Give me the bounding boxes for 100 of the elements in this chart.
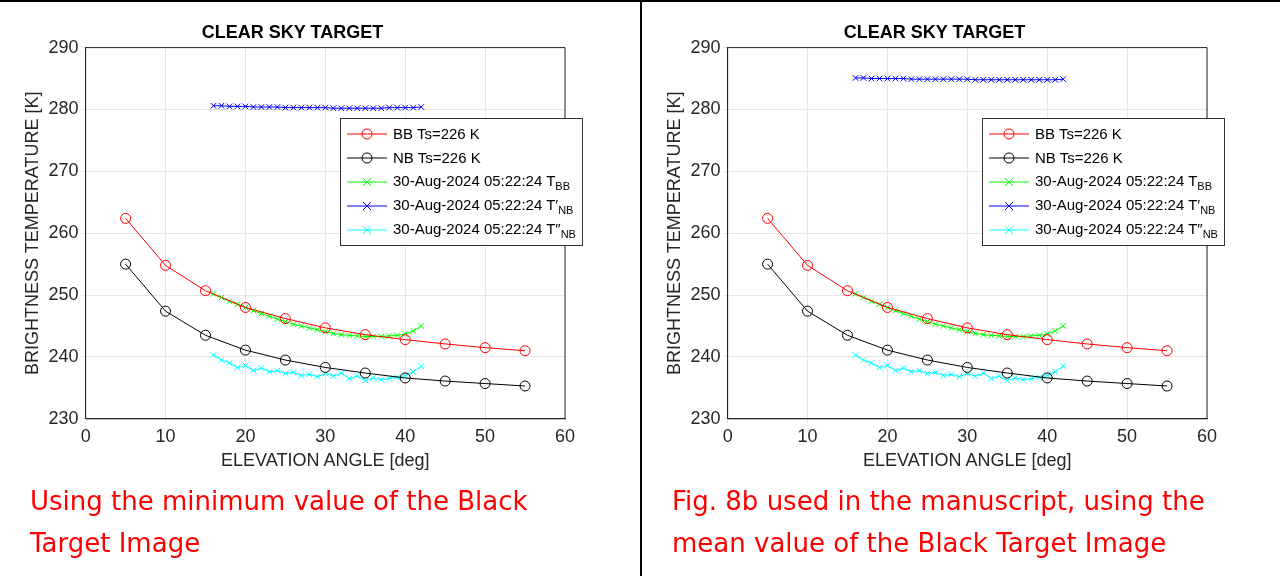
point bbox=[963, 328, 971, 335]
point bbox=[160, 305, 172, 317]
point bbox=[314, 373, 321, 381]
x-tick-label: 20 bbox=[235, 425, 256, 446]
y-tick-label: 250 bbox=[690, 284, 721, 305]
chart-title: CLEAR SKY TARGET bbox=[843, 21, 1026, 42]
point bbox=[258, 364, 265, 372]
point bbox=[266, 103, 273, 111]
x-tick-label: 60 bbox=[554, 425, 576, 446]
point bbox=[1003, 76, 1011, 84]
x-tick-label: 30 bbox=[315, 425, 336, 446]
point bbox=[921, 313, 933, 325]
point bbox=[359, 367, 371, 379]
point bbox=[258, 103, 265, 111]
point bbox=[956, 373, 963, 381]
point bbox=[916, 75, 923, 83]
point bbox=[940, 372, 947, 379]
y-tick-label: 230 bbox=[690, 407, 721, 428]
point bbox=[279, 354, 291, 366]
point bbox=[1051, 327, 1059, 335]
point bbox=[762, 258, 774, 270]
point bbox=[916, 315, 923, 323]
point bbox=[1003, 377, 1011, 384]
point bbox=[210, 351, 217, 359]
point bbox=[1019, 333, 1027, 340]
point bbox=[1001, 329, 1013, 341]
point bbox=[353, 332, 361, 340]
point bbox=[361, 377, 369, 384]
legend-label: 30-Aug-2024 05:22:24 T′$_{NB}$ bbox=[1035, 195, 1216, 216]
point bbox=[1035, 76, 1043, 84]
point bbox=[319, 322, 331, 334]
x-tick-label: 10 bbox=[797, 425, 818, 446]
point bbox=[274, 103, 281, 111]
point bbox=[377, 104, 385, 112]
y-tick-label: 270 bbox=[690, 160, 721, 181]
point bbox=[306, 370, 313, 378]
point bbox=[802, 305, 814, 317]
point bbox=[401, 104, 409, 111]
point bbox=[409, 327, 417, 335]
point bbox=[892, 75, 899, 82]
x-tick-label: 50 bbox=[1117, 425, 1138, 446]
y-axis-title: BRIGHTNESS TEMPERATURE [K] bbox=[21, 91, 42, 375]
point bbox=[924, 75, 931, 83]
point bbox=[961, 322, 973, 334]
point bbox=[314, 326, 321, 334]
point bbox=[218, 356, 225, 364]
x-tick-label: 30 bbox=[957, 425, 978, 446]
point bbox=[841, 285, 853, 297]
point bbox=[876, 364, 883, 371]
point bbox=[250, 367, 257, 374]
point bbox=[345, 104, 353, 112]
y-tick-label: 250 bbox=[48, 284, 79, 305]
point bbox=[519, 345, 531, 357]
point bbox=[479, 342, 491, 354]
point bbox=[199, 329, 211, 341]
point bbox=[979, 369, 987, 377]
point bbox=[266, 312, 273, 320]
point bbox=[1059, 322, 1067, 330]
point bbox=[337, 104, 345, 112]
point bbox=[401, 330, 409, 338]
point bbox=[274, 367, 281, 374]
point bbox=[1027, 375, 1035, 382]
point bbox=[1059, 75, 1067, 83]
point bbox=[417, 103, 425, 111]
point bbox=[266, 368, 273, 376]
point bbox=[995, 332, 1003, 340]
point bbox=[1051, 76, 1059, 84]
point bbox=[314, 104, 321, 111]
point bbox=[908, 75, 915, 83]
point bbox=[385, 375, 393, 382]
point bbox=[337, 369, 345, 377]
point bbox=[306, 104, 313, 111]
point bbox=[884, 75, 891, 82]
point bbox=[239, 344, 251, 356]
point bbox=[337, 331, 345, 338]
point bbox=[242, 362, 249, 369]
point bbox=[1051, 368, 1059, 376]
point bbox=[353, 372, 361, 380]
point bbox=[916, 367, 923, 374]
point bbox=[908, 312, 915, 320]
point bbox=[852, 351, 859, 359]
point bbox=[369, 333, 377, 340]
y-axis-title: BRIGHTNESS TEMPERATURE [K] bbox=[663, 91, 684, 375]
point bbox=[1019, 76, 1027, 84]
point bbox=[120, 258, 132, 270]
point bbox=[956, 75, 963, 83]
point bbox=[439, 338, 451, 350]
legend-label: 30-Aug-2024 05:22:24 T$_{BB}$ bbox=[1035, 171, 1213, 192]
point bbox=[210, 290, 217, 298]
y-tick-label: 280 bbox=[690, 98, 721, 119]
point bbox=[956, 326, 963, 334]
point bbox=[329, 372, 337, 380]
point bbox=[417, 362, 425, 370]
point bbox=[892, 367, 899, 374]
point bbox=[1035, 374, 1043, 381]
point bbox=[385, 104, 393, 111]
point bbox=[298, 372, 305, 379]
point bbox=[345, 375, 353, 382]
point bbox=[298, 322, 305, 330]
point bbox=[274, 315, 281, 323]
